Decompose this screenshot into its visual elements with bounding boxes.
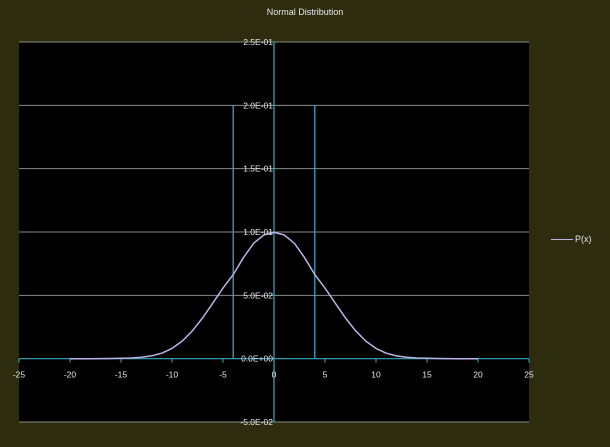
series-line-0 (70, 231, 478, 360)
legend-label: P(x) (575, 234, 592, 244)
x-tick-label-9: 20 (473, 370, 483, 380)
y-tick-label-3: 1.0E-01 (243, 227, 273, 237)
y-tick-label-0: -5.0E-02 (240, 417, 273, 427)
y-tick-label-1: 0.0E+00 (241, 354, 273, 364)
y-tick-label-6: 2.5E-01 (243, 37, 273, 47)
x-tick-label-1: -20 (64, 370, 77, 380)
y-tick-labels: -5.0E-02 0.0E+00 5.0E-02 1.0E-01 1.5E-01 2.0E… (240, 37, 273, 427)
reference-lines (232, 105, 316, 359)
x-tick-label-10: 25 (524, 370, 534, 380)
y-tick-label-4: 1.5E-01 (243, 164, 273, 174)
x-tick-label-2: -15 (115, 370, 128, 380)
series-group (69, 231, 479, 360)
legend-swatch (551, 238, 573, 240)
x-tick-label-3: -10 (166, 370, 179, 380)
x-tick-labels: -25 -20 -15 -10 -5 0 5 10 15 20 25 (13, 370, 534, 380)
x-tick-label-5: 0 (272, 370, 277, 380)
x-tick-label-7: 10 (371, 370, 381, 380)
legend: P(x) (551, 232, 592, 246)
x-tick-label-8: 15 (422, 370, 432, 380)
x-tick-label-0: -25 (13, 370, 26, 380)
y-tick-label-5: 2.0E-01 (243, 100, 273, 110)
y-tick-label-2: 5.0E-02 (243, 290, 273, 300)
x-tick-label-6: 5 (323, 370, 328, 380)
chart-title: Normal Distribution (266, 7, 344, 17)
x-tick-label-4: -5 (219, 370, 227, 380)
